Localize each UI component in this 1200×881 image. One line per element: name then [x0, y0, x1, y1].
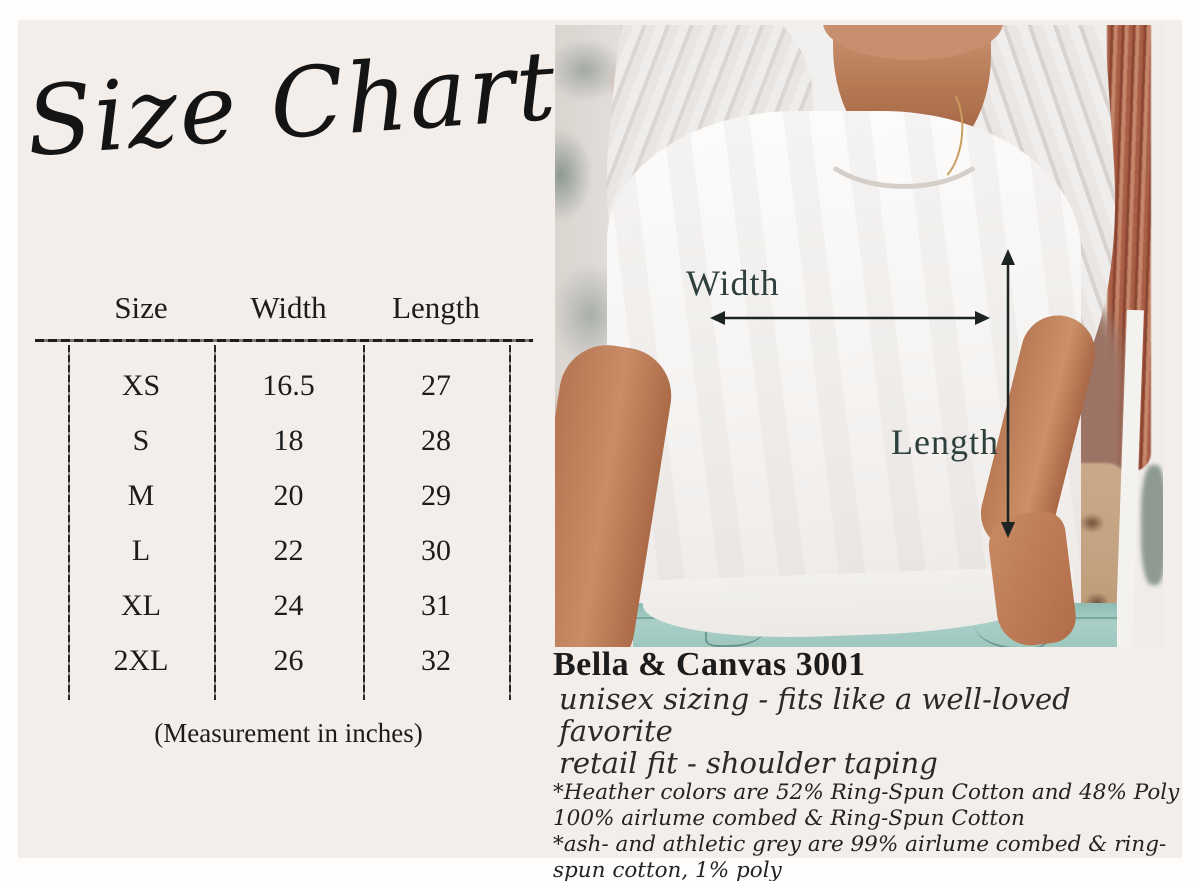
table-row: 2XL 26 32 [68, 633, 509, 688]
table-row: XL 24 31 [68, 578, 509, 633]
sage-leaf-decor [1141, 465, 1163, 585]
table-cell: 2XL [113, 643, 169, 677]
table-divider [68, 345, 70, 700]
table-cell: XL [121, 588, 161, 622]
product-detail-line: retail fit - shoulder taping [559, 745, 938, 780]
table-cell: XS [121, 368, 161, 402]
table-cell: 20 [273, 478, 304, 512]
product-photo: Width Length [555, 25, 1163, 647]
column-header: Size [114, 290, 168, 325]
width-label: Width [686, 263, 780, 303]
column-header: Length [392, 290, 480, 325]
measurement-note: (Measurement in inches) [154, 718, 423, 748]
table-header-rule [35, 339, 533, 342]
size-table-header: Size Width Length [68, 282, 509, 334]
table-cell: 30 [421, 533, 451, 567]
table-cell: 31 [421, 588, 451, 622]
table-cell: L [131, 533, 151, 567]
table-cell: M [127, 478, 155, 512]
table-row: L 22 30 [68, 523, 509, 578]
product-detail-line: unisex sizing - fits like a well-loved f… [559, 682, 1071, 748]
product-info: Bella & Canvas 3001 unisex sizing - fits… [553, 646, 1193, 881]
table-cell: 27 [421, 368, 451, 402]
length-label: Length [891, 422, 999, 462]
table-cell: 29 [421, 478, 451, 512]
measurement-arrows [710, 249, 1015, 538]
fabric-note: *ash- and athletic grey are 99% airlume … [553, 832, 1167, 881]
fabric-note: *Heather colors are 52% Ring-Spun Cotton… [553, 779, 1180, 805]
table-divider [363, 345, 365, 700]
page-title: Size Chart [22, 29, 561, 179]
table-divider [214, 345, 216, 700]
table-cell: 32 [421, 643, 451, 677]
tshirt-collar [813, 87, 995, 189]
product-name: Bella & Canvas 3001 [553, 646, 866, 683]
table-cell: 24 [273, 588, 304, 622]
table-row: XS 16.5 27 [68, 358, 509, 413]
table-row: M 20 29 [68, 468, 509, 523]
table-cell: 26 [273, 643, 304, 677]
table-cell: 18 [273, 423, 304, 457]
column-header: Width [250, 290, 327, 325]
size-table-body: XS 16.5 27 S 18 28 M 20 29 L 22 30 XL 24 31 2XL 26 32 [68, 358, 509, 688]
table-cell: 16.5 [262, 368, 315, 402]
table-cell: 28 [421, 423, 451, 457]
table-cell: 22 [273, 533, 304, 567]
table-row: S 18 28 [68, 413, 509, 468]
fabric-note: 100% airlume combed & Ring-Spun Cotton [553, 805, 1025, 831]
size-chart-section: Size Chart Size Width Length XS 16.5 27 S 18 28… [18, 20, 561, 858]
table-cell: S [132, 423, 150, 457]
table-divider [509, 345, 511, 700]
